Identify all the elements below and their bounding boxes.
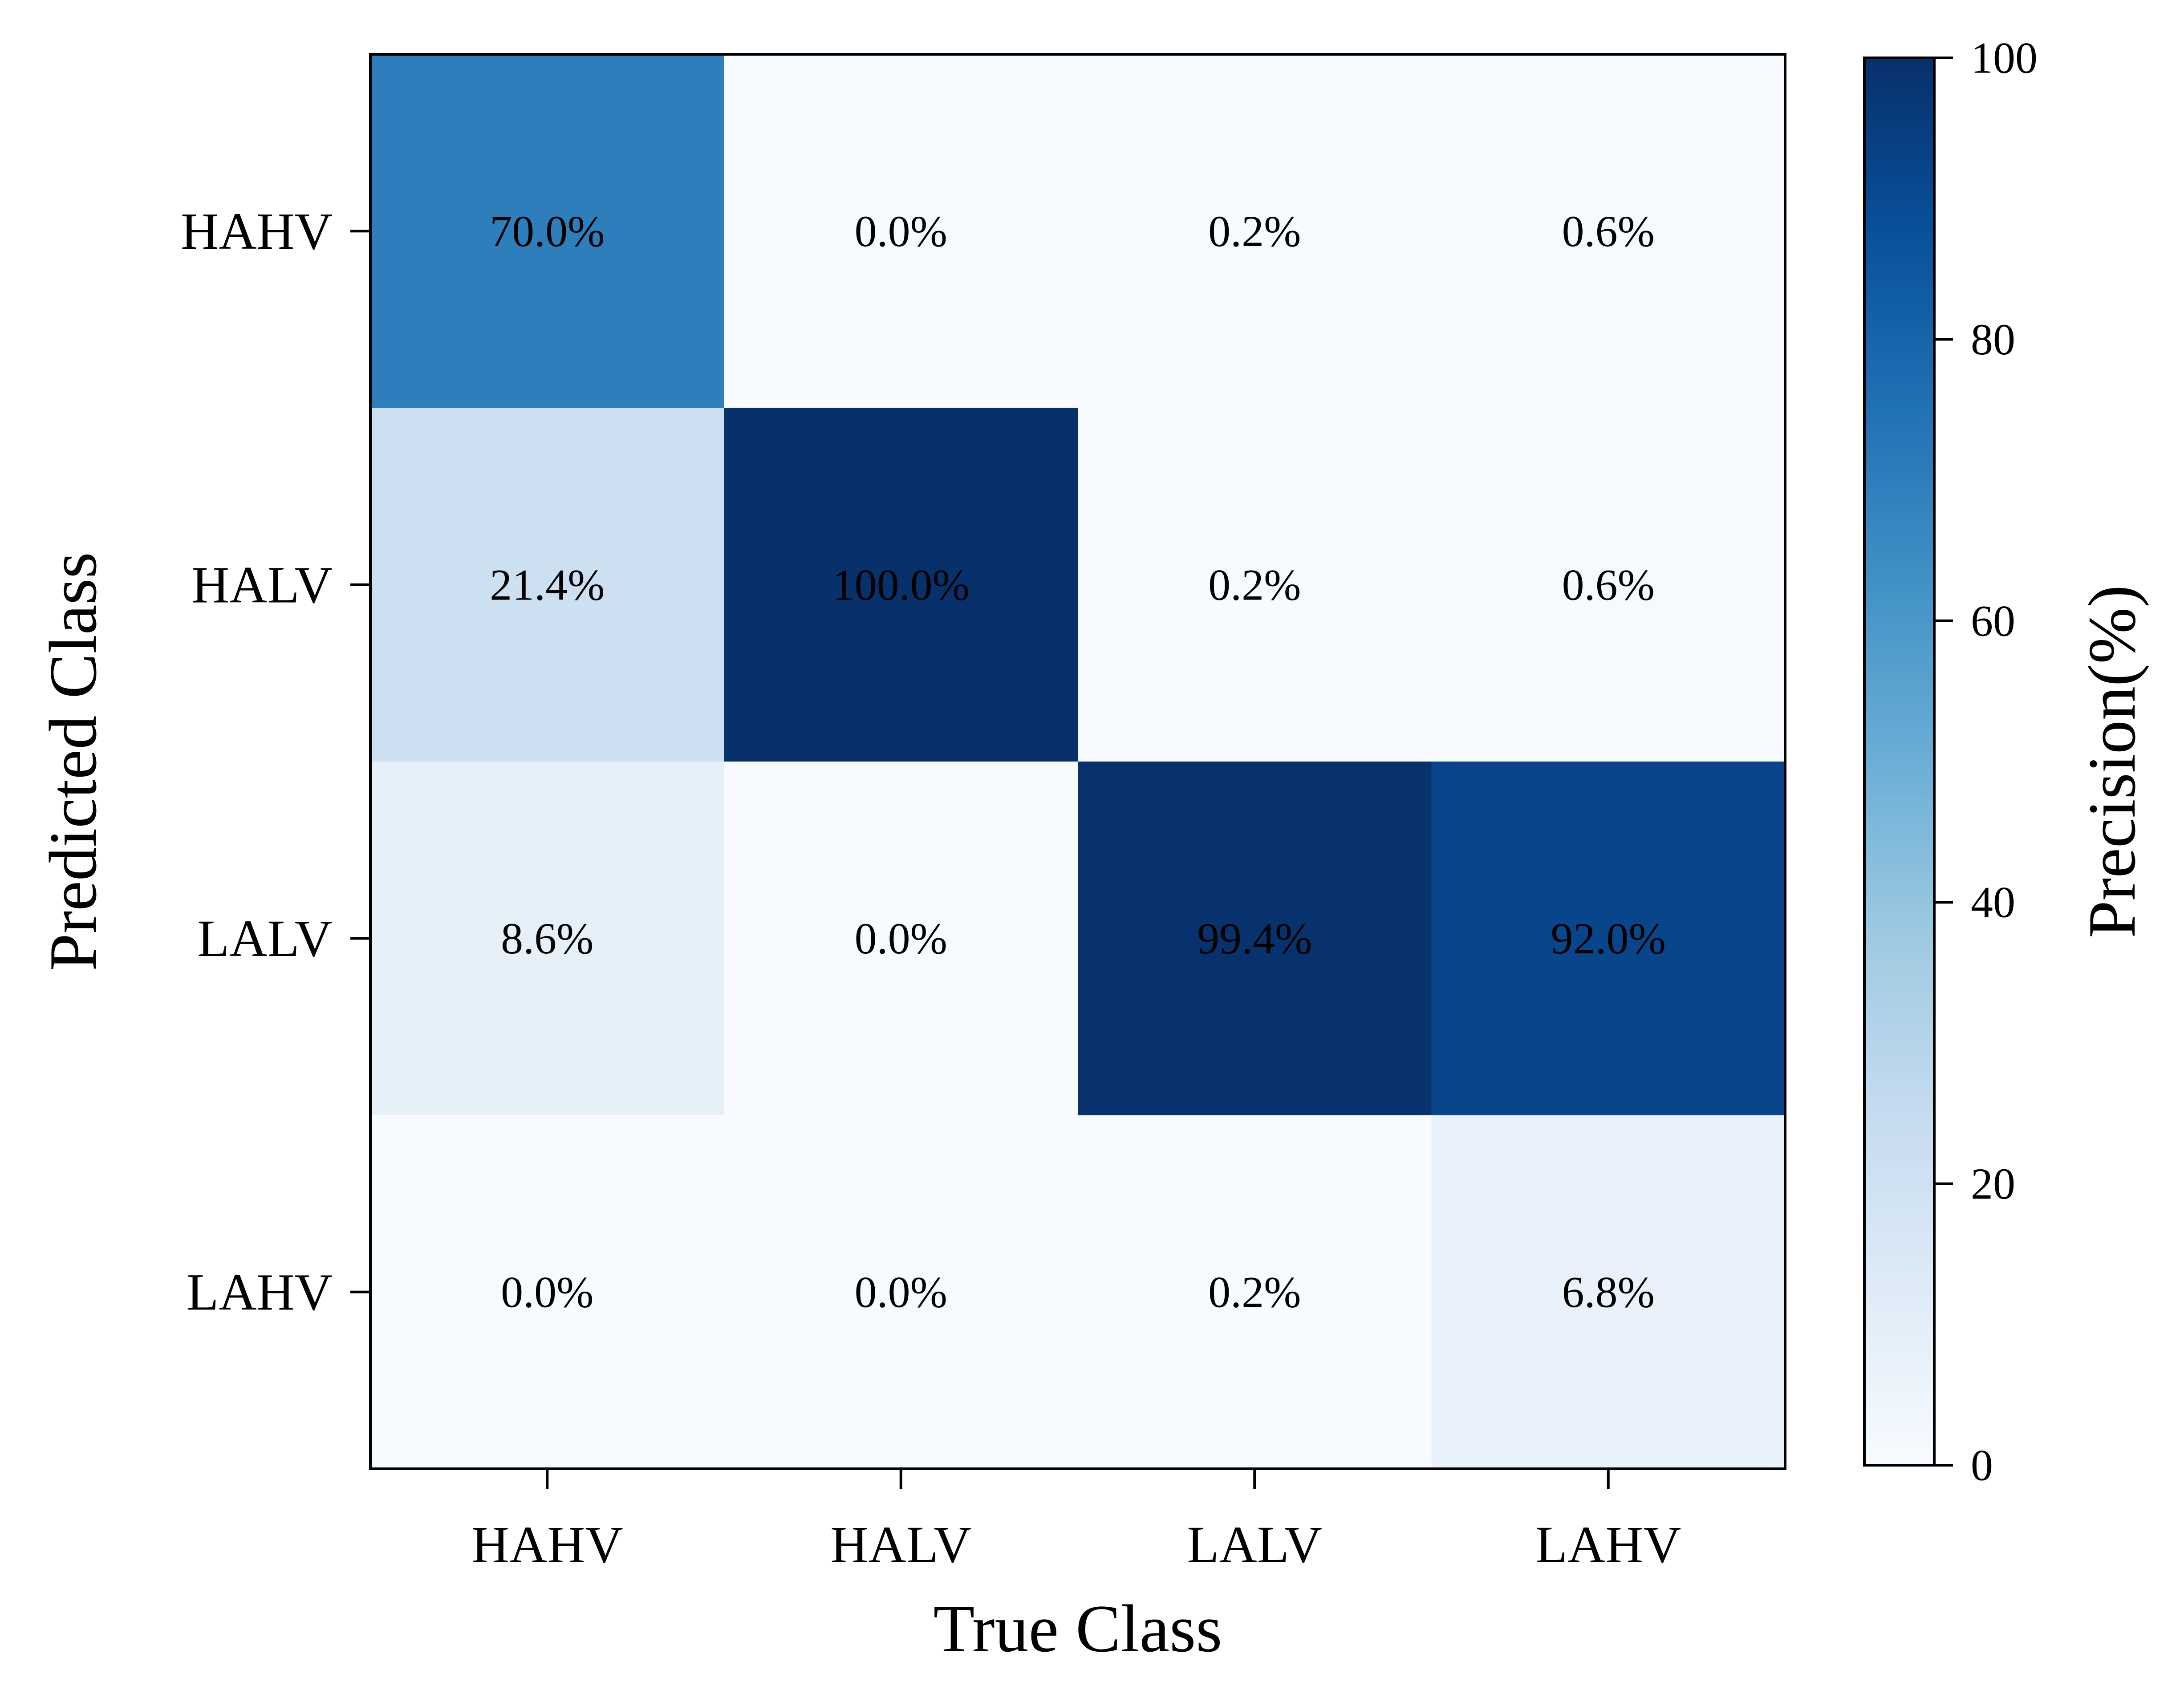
heatmap-cell [1078,54,1432,408]
heatmap-cell [370,408,724,762]
cell-value-label: 0.0% [855,1267,947,1317]
colorbar [1863,57,1936,1467]
colorbar-title: Precision(%) [2074,585,2149,938]
y-tick-label: LAHV [187,1263,333,1321]
colorbar-tick-label: 100 [1971,33,2038,83]
cell-value-label: 70.0% [490,207,605,256]
heatmap-cell [724,54,1078,408]
cell-value-label: 99.4% [1197,914,1312,963]
cell-value-label: 8.6% [501,914,593,963]
cell-value-label: 0.2% [1208,560,1301,609]
cell-value-label: 6.8% [1562,1267,1655,1317]
colorbar-tick-label: 0 [1971,1441,1993,1490]
x-tick-label: LALV [1187,1516,1322,1574]
y-tick-label: HAHV [181,202,333,260]
heatmap-cell [1078,762,1432,1115]
heatmap-cell [370,1115,724,1469]
plot-frame [369,53,1786,1470]
colorbar-tick-label: 60 [1971,596,2015,645]
cell-value-label: 0.0% [855,207,947,256]
heatmap-cell [1431,762,1786,1115]
heatmap-cell [370,762,724,1115]
y-tick-label: HALV [191,555,333,614]
cell-value-label: 0.6% [1562,207,1655,256]
heatmap-cell [370,54,724,408]
heatmap-cell [724,762,1078,1115]
colorbar-ticks: 0 20 40 60 80 100 [1934,33,2038,1490]
cell-value-label: 0.6% [1562,560,1655,609]
x-axis-title: True Class [934,1591,1222,1666]
x-tick-label: HALV [830,1516,971,1574]
cell-value-label: 0.2% [1208,1267,1301,1317]
colorbar-tick-label: 40 [1971,878,2015,927]
heatmap-cells [370,54,1786,1469]
y-tick-label: LALV [197,909,333,968]
heatmap-cell [1431,1115,1786,1469]
cell-value-label: 0.0% [501,1267,593,1317]
cell-value-label: 0.2% [1208,207,1301,256]
x-tick-label: HAHV [471,1516,623,1574]
heatmap-cell [1078,1115,1432,1469]
heatmap-cell [724,1115,1078,1469]
y-axis-ticks: HAHV HALV LALV LAHV [181,202,370,1321]
heatmap-cell [1431,408,1786,762]
y-axis-title: Predicted Class [36,552,110,971]
heatmap-cell [724,408,1078,762]
colorbar-tick-label: 20 [1971,1159,2015,1208]
x-tick-label: LAHV [1535,1516,1681,1574]
cell-value-label: 92.0% [1551,914,1666,963]
cell-value-label: 100.0% [832,560,970,609]
heatmap-cell [1078,408,1432,762]
cell-value-label: 0.0% [855,914,947,963]
heatmap-cell-labels: 70.0% 0.0% 0.2% 0.6% 21.4% 100.0% 0.2% 0.6% 8.6%… [490,207,1666,1317]
heatmap-cell [1431,54,1786,408]
colorbar-tick-label: 80 [1971,315,2015,364]
cell-value-label: 21.4% [490,560,605,609]
x-axis-ticks: HAHV HALV LALV LAHV [471,1469,1681,1574]
